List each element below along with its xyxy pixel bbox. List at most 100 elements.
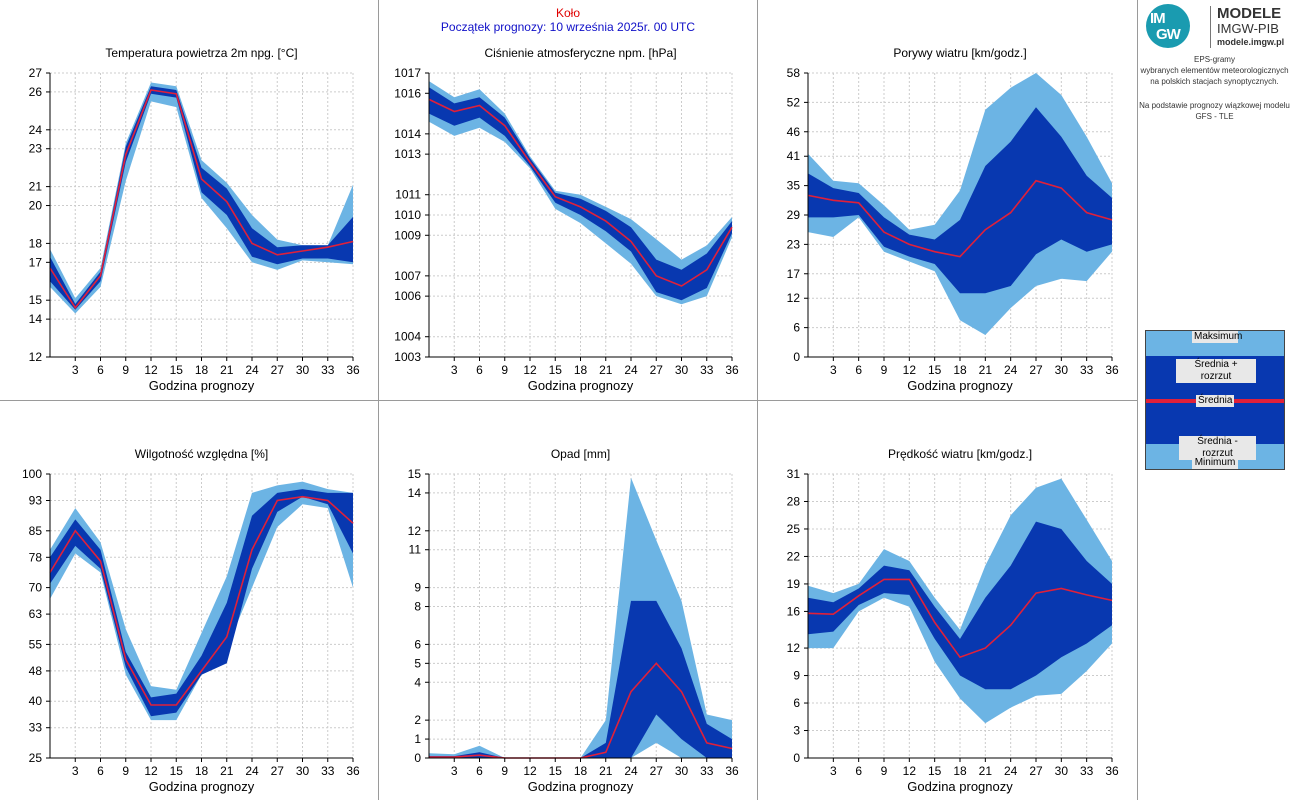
x-tick-label: 6 — [97, 363, 104, 377]
y-tick-label: 100 — [22, 467, 42, 481]
chart-precipitation: Opad [mm] 0 1 2 4 5 6 8 9 11 12 14 15 3 6 9 12 15 18 21 24 27… — [379, 401, 757, 800]
x-tick-label: 15 — [549, 764, 563, 778]
y-tick-label: 1007 — [394, 269, 421, 283]
x-tick-label: 9 — [881, 764, 888, 778]
y-tick-label: 11 — [409, 543, 422, 557]
y-tick-label: 26 — [29, 85, 43, 99]
logo-org: IMGW-PIB — [1217, 21, 1279, 36]
x-tick-label: 30 — [675, 363, 689, 377]
x-tick-label: 33 — [700, 363, 714, 377]
mean-line — [807, 578, 1113, 659]
y-tick-label: 3 — [793, 724, 800, 738]
spread-band — [429, 87, 732, 301]
x-tick-label: 33 — [321, 764, 335, 778]
x-axis-label: Godzina prognozy — [907, 378, 1013, 393]
x-tick-label: 36 — [725, 764, 739, 778]
min-max-band — [429, 81, 732, 305]
legend-min-label: Minimum — [1192, 457, 1238, 469]
x-tick-label: 9 — [122, 363, 129, 377]
logo-url: modele.imgw.pl — [1217, 37, 1285, 47]
spread-band — [808, 521, 1112, 690]
x-tick-label: 33 — [700, 764, 714, 778]
y-tick-label: 21 — [29, 180, 43, 194]
chart-title: Porywy wiatru [km/godz.] — [893, 46, 1026, 60]
x-tick-label: 6 — [476, 764, 483, 778]
y-tick-label: 5 — [414, 656, 421, 670]
x-tick-label: 21 — [220, 764, 234, 778]
y-tick-label: 33 — [29, 721, 43, 735]
y-tick-label: 17 — [29, 255, 43, 269]
y-tick-label: 22 — [787, 549, 801, 563]
x-tick-label: 15 — [170, 764, 184, 778]
imgw-logo: IM GW MODELE IMGW-PIB modele.imgw.pl — [1146, 4, 1286, 48]
mean-line — [49, 89, 354, 310]
spread-band — [50, 86, 353, 310]
y-tick-label: 52 — [787, 95, 801, 109]
y-tick-label: 93 — [29, 494, 43, 508]
x-axis-label: Godzina prognozy — [149, 779, 255, 794]
y-tick-label: 1009 — [394, 228, 421, 242]
source-line: GFS - TLE — [1195, 112, 1234, 121]
x-tick-label: 9 — [501, 764, 508, 778]
x-tick-label: 3 — [830, 363, 837, 377]
y-tick-label: 31 — [787, 467, 801, 481]
logo-mark-bottom: GW — [1156, 26, 1181, 43]
x-tick-label: 6 — [855, 764, 862, 778]
x-tick-label: 12 — [144, 363, 158, 377]
y-tick-label: 4 — [414, 675, 421, 689]
y-tick-label: 40 — [29, 694, 43, 708]
chart-title: Temperatura powietrza 2m npg. [°C] — [105, 46, 297, 60]
x-tick-label: 15 — [928, 363, 942, 377]
x-axis-label: Godzina prognozy — [528, 378, 634, 393]
chart-pressure: Ciśnienie atmosferyczne npm. [hPa] 1003 10… — [379, 0, 757, 400]
y-tick-label: 0 — [793, 350, 800, 364]
y-tick-label: 6 — [414, 637, 421, 651]
legend-mean-plus-label: Średnia + rozrzut — [1176, 359, 1256, 383]
legend-mean-minus-label: Średnia - rozrzut — [1179, 436, 1256, 460]
y-tick-label: 12 — [408, 524, 422, 538]
x-tick-label: 21 — [979, 363, 993, 377]
y-tick-label: 27 — [29, 66, 43, 80]
x-tick-label: 15 — [928, 764, 942, 778]
x-tick-label: 3 — [830, 764, 837, 778]
x-tick-label: 3 — [451, 764, 458, 778]
chart-wind-speed: Prędkość wiatru [km/godz.] 0 3 6 9 12 16 19 22 25… — [758, 401, 1137, 800]
y-tick-label: 1010 — [394, 208, 421, 222]
y-tick-label: 9 — [793, 669, 800, 683]
x-tick-label: 30 — [675, 764, 689, 778]
y-tick-label: 1013 — [394, 147, 421, 161]
x-axis-label: Godzina prognozy — [907, 779, 1013, 794]
x-tick-label: 9 — [881, 363, 888, 377]
y-tick-label: 55 — [29, 637, 43, 651]
x-tick-label: 3 — [72, 363, 79, 377]
y-tick-label: 2 — [414, 713, 421, 727]
y-tick-label: 16 — [787, 604, 801, 618]
x-tick-label: 18 — [574, 363, 588, 377]
x-tick-label: 24 — [1004, 363, 1018, 377]
x-tick-label: 36 — [725, 363, 739, 377]
x-tick-label: 18 — [953, 363, 967, 377]
row-divider — [0, 400, 1137, 401]
x-tick-label: 6 — [97, 764, 104, 778]
chart-title: Ciśnienie atmosferyczne npm. [hPa] — [484, 46, 676, 60]
y-tick-label: 14 — [29, 312, 43, 326]
y-tick-label: 24 — [29, 123, 43, 137]
description: EPS-gramy wybranych elementów meteorolog… — [1138, 54, 1291, 87]
source-line: Na podstawie prognozy wiązkowej modelu — [1139, 101, 1290, 110]
x-tick-label: 12 — [144, 764, 158, 778]
chart-svg: Wilgotność względna [%]25334048556370788… — [22, 447, 360, 794]
x-tick-label: 24 — [1004, 764, 1018, 778]
forecast-start: Początek prognozy: 10 września 2025r. 00… — [440, 20, 696, 34]
x-tick-label: 36 — [346, 363, 360, 377]
y-tick-label: 23 — [787, 237, 801, 251]
mean-line — [428, 98, 733, 287]
x-tick-label: 12 — [903, 363, 917, 377]
x-tick-label: 30 — [1055, 363, 1069, 377]
y-tick-label: 1006 — [394, 289, 421, 303]
x-tick-label: 18 — [195, 764, 209, 778]
panel-divider — [1137, 0, 1138, 800]
y-tick-label: 12 — [29, 350, 43, 364]
y-tick-label: 63 — [29, 607, 43, 621]
mean-line — [49, 495, 354, 706]
